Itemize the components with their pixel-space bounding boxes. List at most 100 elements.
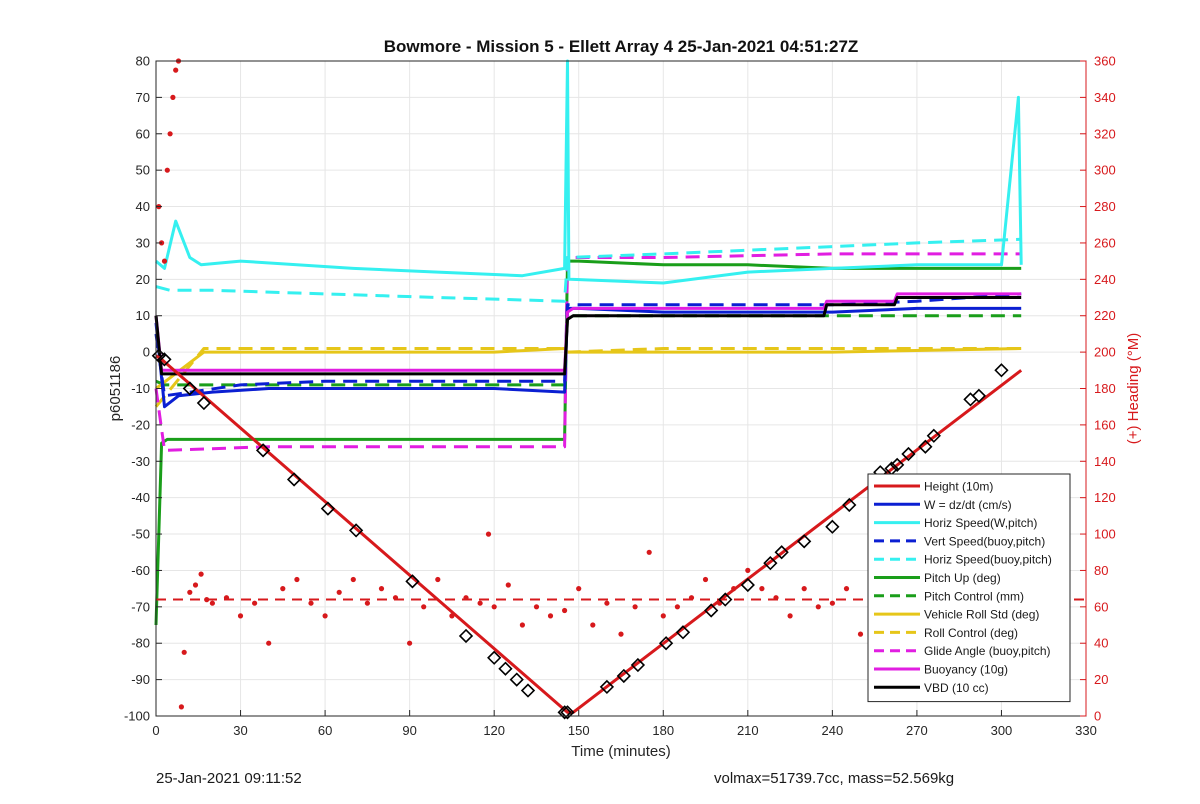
- y-tick-label: -70: [131, 599, 150, 614]
- heading-point: [759, 586, 765, 592]
- legend-label: VBD (10 cc): [924, 681, 989, 695]
- height-marker: [560, 705, 575, 720]
- heading-point: [364, 600, 370, 606]
- y-tick-label: 40: [136, 199, 150, 214]
- y-tick-label: -90: [131, 672, 150, 687]
- y-tick-label: -20: [131, 417, 150, 432]
- y-axis-label: p6051186: [107, 356, 124, 422]
- y-tick-label: 30: [136, 235, 150, 250]
- height-marker: [971, 388, 987, 403]
- y-tick-label: -40: [131, 490, 150, 505]
- y-tick-label: 80: [136, 54, 150, 69]
- y-tick-label: 60: [136, 126, 150, 141]
- heading-point: [223, 595, 230, 601]
- heading-point: [485, 531, 492, 537]
- heading-point: [209, 600, 215, 606]
- y2-tick-label: 60: [1094, 599, 1108, 614]
- heading-point: [787, 613, 793, 619]
- height-marker: [825, 519, 840, 534]
- height-marker: [718, 592, 733, 607]
- heading-point: [164, 167, 170, 173]
- height-marker: [918, 439, 933, 454]
- height-marker: [675, 625, 691, 640]
- heading-point: [161, 258, 168, 264]
- height-marker: [616, 668, 631, 684]
- heading-point: [590, 622, 596, 628]
- y2-tick-label: 80: [1094, 563, 1108, 578]
- y2-axis-label: (+) Heading (°M): [1125, 333, 1142, 444]
- heading-point: [533, 604, 540, 610]
- legend-label: Vert Speed(buoy,pitch): [924, 534, 1045, 548]
- heading-point: [815, 604, 821, 610]
- heading-point: [421, 604, 427, 610]
- x-tick-label: 300: [991, 723, 1013, 738]
- y2-tick-label: 160: [1094, 417, 1116, 432]
- y2-tick-label: 100: [1094, 527, 1116, 542]
- heading-point: [674, 604, 681, 610]
- x-tick-label: 30: [233, 723, 247, 738]
- height-marker: [630, 657, 646, 673]
- heading-point: [204, 597, 210, 603]
- heading-point: [350, 576, 356, 583]
- x-tick-label: 120: [483, 723, 505, 738]
- x-tick-label: 330: [1075, 723, 1097, 738]
- height-marker: [487, 650, 502, 665]
- y-tick-label: 20: [136, 272, 150, 287]
- height-marker: [520, 683, 536, 698]
- height-marker: [509, 672, 524, 687]
- heading-point: [463, 595, 469, 601]
- height-marker: [458, 628, 474, 644]
- height-marker: [797, 534, 812, 549]
- heading-point: [266, 640, 272, 646]
- legend-label: Height (10m): [924, 480, 993, 494]
- series-line: [155, 237, 1022, 303]
- height-marker: [182, 381, 197, 396]
- heading-point: [618, 631, 624, 637]
- heading-point: [829, 600, 836, 606]
- y2-tick-label: 300: [1094, 163, 1116, 178]
- y2-tick-label: 180: [1094, 381, 1116, 396]
- series-line: [154, 306, 1022, 409]
- y2-tick-label: 360: [1094, 54, 1116, 69]
- legend-label: Pitch Up (deg): [924, 571, 1001, 585]
- height-marker: [774, 545, 789, 560]
- y2-tick-label: 240: [1094, 272, 1116, 287]
- heading-point: [392, 595, 399, 601]
- heading-point: [773, 595, 779, 601]
- height-marker: [348, 523, 364, 538]
- height-marker: [320, 501, 336, 516]
- y2-tick-label: 340: [1094, 90, 1116, 105]
- heading-point: [843, 586, 850, 592]
- height-marker: [842, 497, 857, 513]
- height-marker: [994, 363, 1009, 378]
- height-marker: [255, 443, 271, 458]
- series-line: [155, 59, 1023, 285]
- heading-point: [660, 613, 666, 619]
- heading-point: [336, 589, 342, 595]
- legend-label: Roll Control (deg): [924, 626, 1018, 640]
- y-tick-label: 10: [136, 308, 150, 323]
- x-tick-label: 210: [737, 723, 759, 738]
- legend-box: [867, 473, 1071, 703]
- y2-tick-label: 280: [1094, 199, 1116, 214]
- series-line: [154, 252, 1022, 452]
- series-line: [154, 347, 1022, 408]
- heading-point: [378, 586, 385, 592]
- y2-tick-label: 40: [1094, 636, 1108, 651]
- heading-point: [173, 67, 179, 73]
- heading-point: [491, 604, 497, 610]
- y2-tick-label: 20: [1094, 672, 1108, 687]
- legend-label: Pitch Control (mm): [924, 589, 1024, 603]
- legend-label: Vehicle Roll Std (deg): [924, 608, 1039, 622]
- heading-point: [192, 582, 199, 588]
- y2-tick-label: 260: [1094, 235, 1116, 250]
- marker-layer: [151, 348, 1009, 720]
- heading-point: [237, 613, 244, 619]
- height-marker: [196, 395, 212, 411]
- axis-layer: 0 30 60 90 120 150 180 210 240 270 300 330-100-90-8…: [124, 54, 1116, 739]
- legend-label: Glide Angle (buoy,pitch): [924, 644, 1051, 658]
- heading-point: [178, 704, 184, 710]
- heading-point: [252, 600, 258, 606]
- heading-point: [505, 582, 511, 588]
